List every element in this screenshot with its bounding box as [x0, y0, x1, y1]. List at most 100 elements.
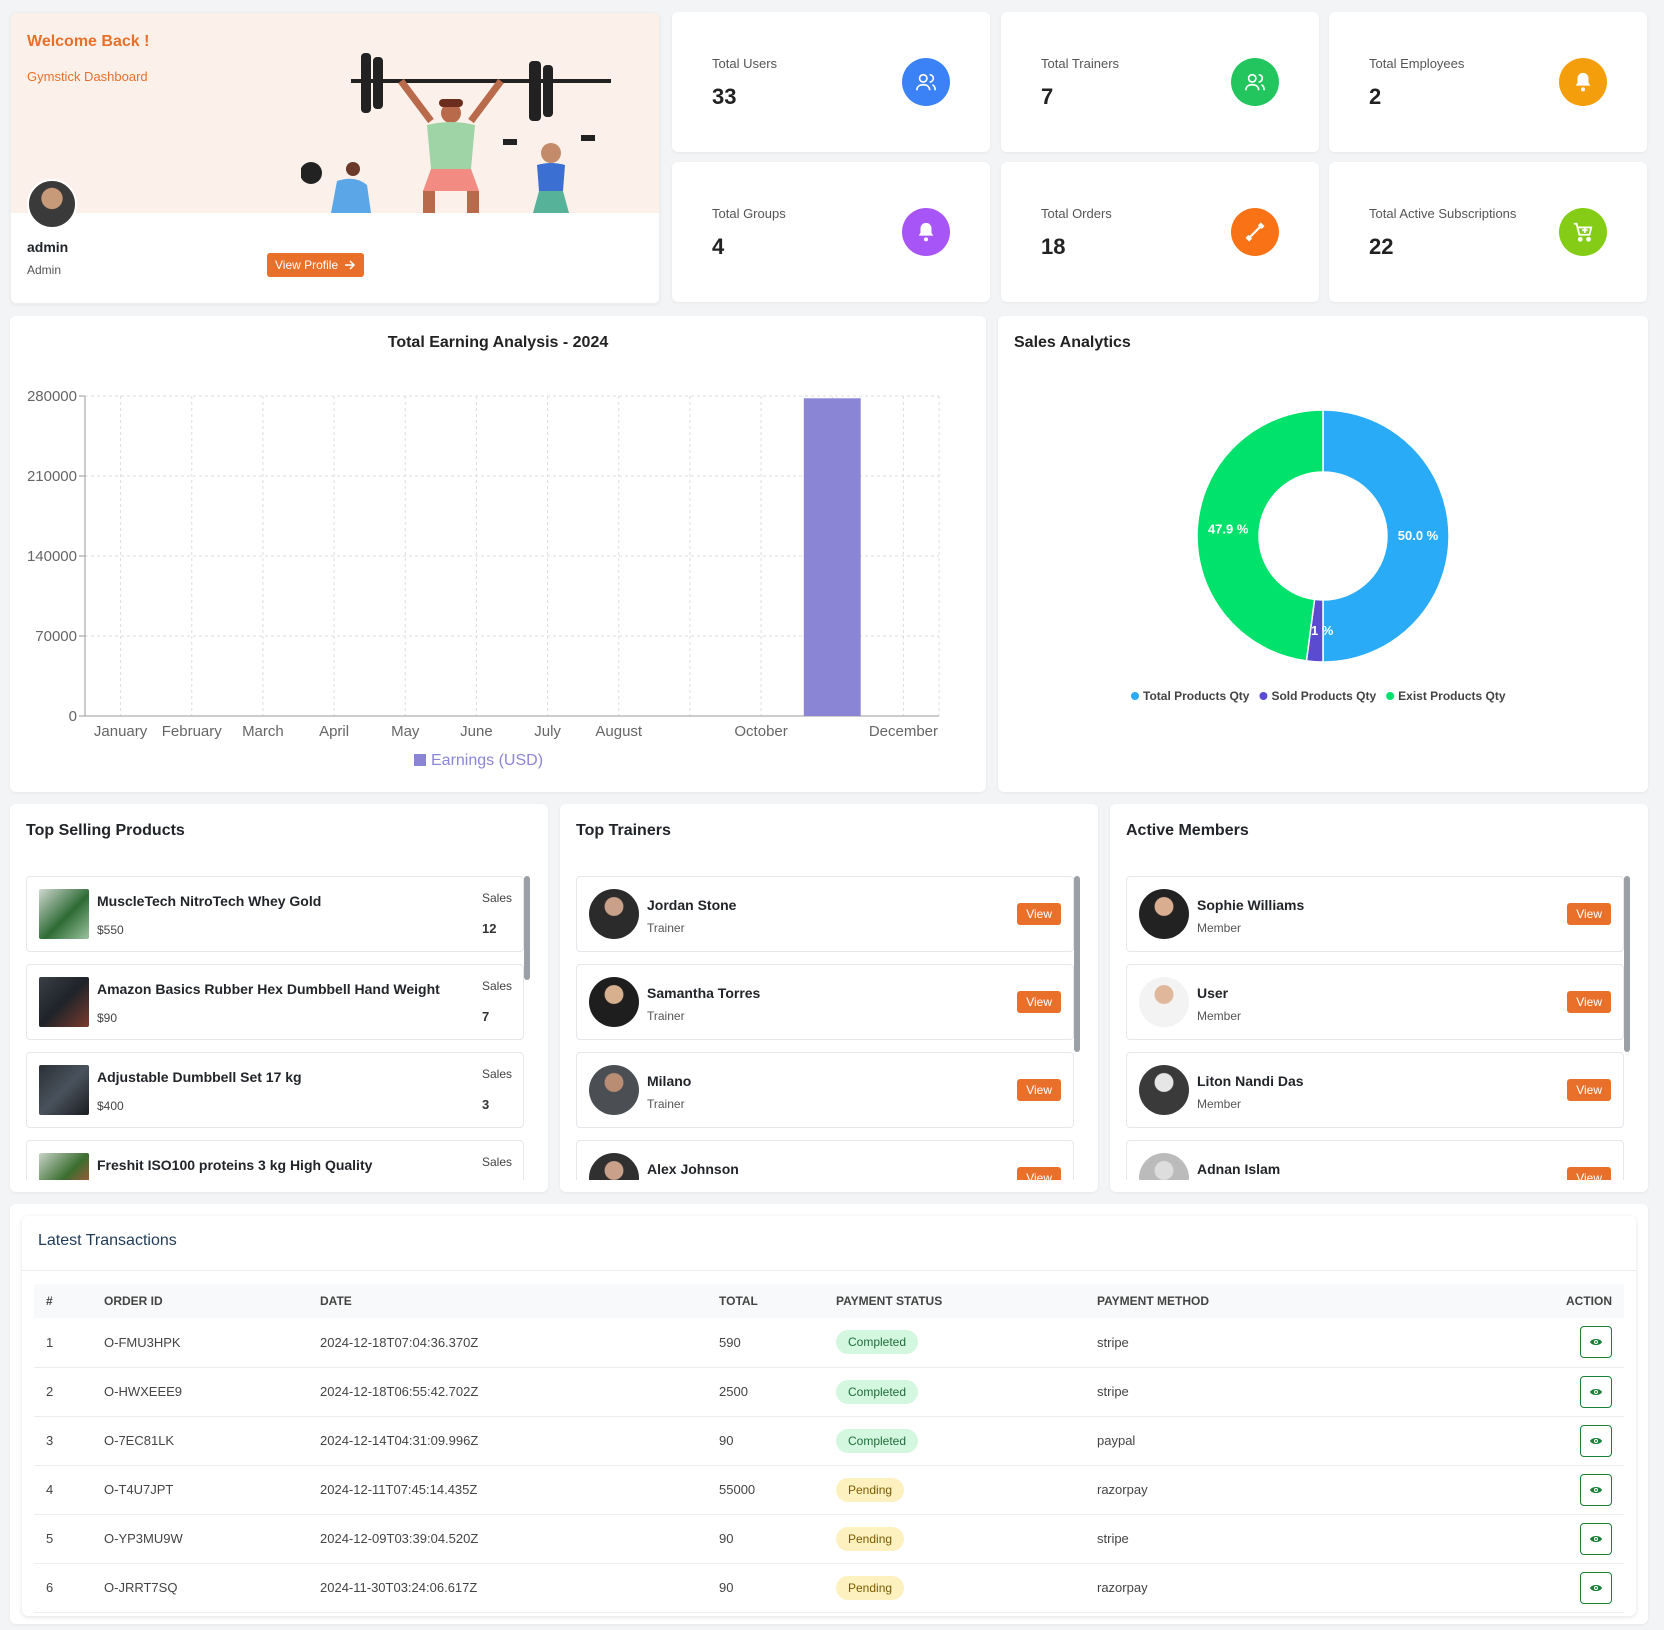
y-tick-label: 140000 — [27, 548, 77, 565]
column-header: ACTION — [1481, 1284, 1624, 1318]
users-icon — [1231, 58, 1279, 106]
list-item[interactable]: Freshit ISO100 proteins 3 kg High Qualit… — [26, 1140, 524, 1180]
order-id: O-YP3MU9W — [92, 1514, 308, 1564]
earnings-chart-title: Total Earning Analysis - 2024 — [387, 334, 609, 351]
row-number: 5 — [34, 1514, 92, 1564]
view-order-button[interactable] — [1580, 1522, 1612, 1555]
avatar — [1139, 889, 1189, 939]
sales-chart-title: Sales Analytics — [1014, 334, 1131, 351]
bell-icon — [902, 208, 950, 256]
stat-card-total-trainers: Total Trainers 7 — [1001, 12, 1319, 152]
top-products-title: Top Selling Products — [26, 822, 185, 839]
view-button[interactable]: View — [1017, 991, 1061, 1013]
list-item[interactable]: Adjustable Dumbbell Set 17 kg $400 Sales 3 — [26, 1052, 524, 1128]
row-number: 2 — [34, 1367, 92, 1417]
table-row: 5 O-YP3MU9W 2024-12-09T03:39:04.520Z 90 Pend… — [34, 1514, 1624, 1564]
product-price: $90 — [97, 1011, 118, 1025]
legend-label[interactable]: Exist Products Qty — [1398, 689, 1506, 703]
sales-chart-card: Sales Analytics 50.0 % 2.1 % 47.9 % Total P… — [998, 316, 1648, 792]
avatar — [1139, 1153, 1189, 1180]
payment-status-cell: Completed — [824, 1367, 1085, 1417]
view-button[interactable]: View — [1567, 1079, 1611, 1101]
donut-slice[interactable] — [1322, 409, 1450, 663]
legend-dot — [1259, 692, 1268, 700]
top-trainers-list[interactable]: Jordan Stone Trainer View Samantha Torres Tr… — [576, 876, 1082, 1180]
stat-value: 4 — [712, 234, 725, 259]
view-button[interactable]: View — [1567, 1167, 1611, 1180]
list-item: Sophie Williams Member View — [1126, 876, 1624, 952]
transactions-panel: Latest Transactions # ORDER ID DATE TOTAL PA… — [22, 1216, 1636, 1616]
avatar — [589, 977, 639, 1027]
avatar — [1139, 977, 1189, 1027]
column-header: PAYMENT METHOD — [1085, 1284, 1481, 1318]
view-order-button[interactable] — [1580, 1375, 1612, 1408]
product-price: $550 — [97, 923, 124, 937]
legend-label: Earnings (USD) — [431, 752, 543, 769]
view-button[interactable]: View — [1567, 903, 1611, 925]
eye-icon — [1590, 1486, 1602, 1493]
view-profile-label: View Profile — [275, 258, 339, 272]
column-header: # — [34, 1284, 92, 1318]
person-role: Trainer — [647, 1097, 685, 1111]
status-badge: Completed — [836, 1330, 919, 1355]
top-trainers-scrollbar[interactable] — [1074, 876, 1080, 1052]
stat-value: 2 — [1369, 84, 1382, 109]
slice-label: 50.0 % — [1398, 528, 1439, 543]
order-date: 2024-12-18T06:55:42.702Z — [308, 1367, 707, 1417]
x-tick-label: January — [94, 723, 148, 740]
stat-card-total-employees: Total Employees 2 — [1329, 12, 1647, 152]
donut-slice[interactable] — [1196, 409, 1324, 662]
stat-value: 18 — [1041, 234, 1066, 259]
earnings-bar-chart: 0 70000 140000 210000 280000 January February M… — [27, 388, 940, 769]
product-image — [39, 977, 89, 1027]
users-icon — [902, 58, 950, 106]
legend-label[interactable]: Sold Products Qty — [1271, 689, 1376, 703]
bar[interactable] — [803, 398, 861, 716]
list-item[interactable]: Amazon Basics Rubber Hex Dumbbell Hand W… — [26, 964, 524, 1040]
row-number: 4 — [34, 1465, 92, 1515]
active-members-list[interactable]: Sophie Williams Member View User Member View L… — [1126, 876, 1632, 1180]
sales-value: 7 — [482, 1009, 490, 1024]
table-row: 2 O-HWXEEE9 2024-12-18T06:55:42.702Z 2500 Co… — [34, 1367, 1624, 1417]
eye-icon — [1590, 1535, 1602, 1542]
table-row: 4 O-T4U7JPT 2024-12-11T07:45:14.435Z 55000 P… — [34, 1465, 1624, 1515]
gym-illustration — [301, 53, 611, 213]
person-name: Liton Nandi Das — [1197, 1073, 1304, 1089]
view-button[interactable]: View — [1567, 991, 1611, 1013]
sales-label: Sales — [482, 979, 513, 993]
product-image — [39, 889, 89, 939]
view-order-button[interactable] — [1580, 1571, 1612, 1604]
avatar — [589, 889, 639, 939]
order-date: 2024-12-18T07:04:36.370Z — [308, 1318, 707, 1368]
active-members-scrollbar[interactable] — [1624, 876, 1630, 1052]
action-cell — [1481, 1367, 1624, 1417]
active-members-card: Active Members Sophie Williams Member View… — [1110, 804, 1648, 1192]
top-products-list[interactable]: MuscleTech NitroTech Whey Gold $550 Sales 1… — [26, 876, 532, 1180]
sales-label: Sales — [482, 1067, 513, 1081]
list-item: Adnan Islam View — [1126, 1140, 1624, 1180]
person-name: User — [1197, 985, 1229, 1001]
view-button[interactable]: View — [1017, 903, 1061, 925]
list-item[interactable]: MuscleTech NitroTech Whey Gold $550 Sales 1… — [26, 876, 524, 952]
order-id: O-7EC81LK — [92, 1416, 308, 1466]
person-name: Sophie Williams — [1197, 897, 1305, 913]
eye-icon — [1590, 1584, 1602, 1591]
stat-label: Total Users — [712, 56, 778, 71]
bell-icon — [1559, 58, 1607, 106]
person-role: Trainer — [647, 921, 685, 935]
stat-card-total-users: Total Users 33 — [672, 12, 990, 152]
y-tick-label: 280000 — [27, 388, 77, 405]
view-button[interactable]: View — [1017, 1079, 1061, 1101]
table-row: 3 O-7EC81LK 2024-12-14T04:31:09.996Z 90 Comp… — [34, 1416, 1624, 1466]
top-trainers-card: Top Trainers Jordan Stone Trainer View Sama… — [560, 804, 1098, 1192]
view-button[interactable]: View — [1017, 1167, 1061, 1180]
top-products-scrollbar[interactable] — [524, 876, 530, 980]
view-order-button[interactable] — [1580, 1424, 1612, 1457]
arrow-right-icon — [345, 260, 356, 270]
list-item: Liton Nandi Das Member View — [1126, 1052, 1624, 1128]
welcome-card: Welcome Back ! Gymstick Dashboard admin … — [10, 12, 660, 304]
view-order-button[interactable] — [1580, 1473, 1612, 1506]
view-profile-button[interactable]: View Profile — [267, 253, 365, 277]
view-order-button[interactable] — [1580, 1326, 1612, 1359]
legend-label[interactable]: Total Products Qty — [1143, 689, 1250, 703]
